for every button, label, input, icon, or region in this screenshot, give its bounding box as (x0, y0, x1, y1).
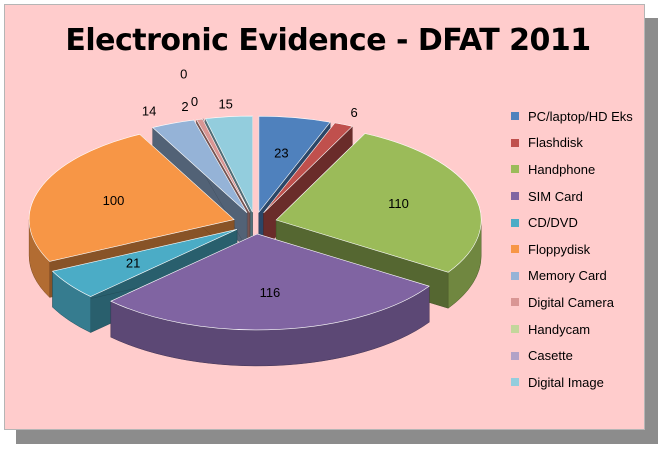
legend-swatch (511, 218, 519, 227)
slice-top (275, 133, 482, 273)
legend-item: Memory Card (511, 263, 633, 290)
legend-label: Digital Image (528, 374, 604, 390)
slice-top (258, 115, 331, 214)
legend-item: CD/DVD (511, 209, 633, 236)
legend-swatch (511, 325, 519, 334)
data-label: 110 (388, 196, 409, 211)
data-label: 100 (103, 193, 125, 208)
legend-label: Flashdisk (528, 135, 583, 151)
legend-label: CD/DVD (528, 215, 578, 231)
data-label: 116 (260, 285, 281, 300)
slice-top (51, 229, 238, 297)
data-label: 0 (191, 94, 198, 109)
legend-item: PC/laptop/HD Eks (511, 103, 633, 130)
data-label: 23 (274, 146, 288, 161)
legend-swatch (511, 112, 519, 121)
legend-label: SIM Card (528, 188, 583, 204)
data-label: 14 (142, 104, 156, 119)
legend-swatch (511, 271, 519, 280)
chart-title: Electronic Evidence - DFAT 2011 (65, 23, 591, 58)
slice-top (28, 133, 235, 262)
legend-item: Handycam (511, 316, 633, 343)
legend-label: Floppydisk (528, 241, 591, 257)
slice-top (263, 122, 353, 214)
legend-item: Casette (511, 342, 633, 369)
legend-item: Digital Camera (511, 289, 633, 316)
legend-label: Handphone (528, 161, 596, 177)
data-label: 15 (218, 96, 232, 111)
legend-item: Floppydisk (511, 236, 633, 263)
pie-slice-sim-card (110, 233, 430, 367)
slice-top (110, 233, 430, 331)
legend-swatch (511, 378, 519, 387)
legend-item: Digital Image (511, 369, 633, 396)
legend-label: Casette (528, 348, 573, 364)
legend-swatch (511, 138, 519, 147)
legend-label: Handycam (528, 321, 591, 337)
chart-legend: PC/laptop/HD Eks Flashdisk Handphone SIM Ca… (511, 103, 633, 396)
legend-swatch (511, 192, 519, 201)
data-label: 0 (180, 67, 187, 82)
data-label: 21 (126, 256, 140, 271)
legend-label: Memory Card (528, 268, 607, 284)
legend-swatch (511, 298, 519, 307)
slice-top (195, 118, 250, 213)
data-label: 2 (181, 99, 188, 114)
chart-card: Electronic Evidence - DFAT 2011 23 6 110 11… (4, 4, 645, 430)
slice-top (152, 119, 248, 213)
legend-item: Handphone (511, 156, 633, 183)
legend-item: Flashdisk (511, 130, 633, 157)
legend-swatch (511, 245, 519, 254)
legend-label: Digital Camera (528, 294, 614, 310)
legend-item: SIM Card (511, 183, 633, 210)
slice-top (204, 115, 253, 213)
legend-label: PC/laptop/HD Eks (528, 108, 633, 124)
data-label: 6 (350, 105, 357, 120)
legend-swatch (511, 351, 519, 360)
legend-swatch (511, 165, 519, 174)
